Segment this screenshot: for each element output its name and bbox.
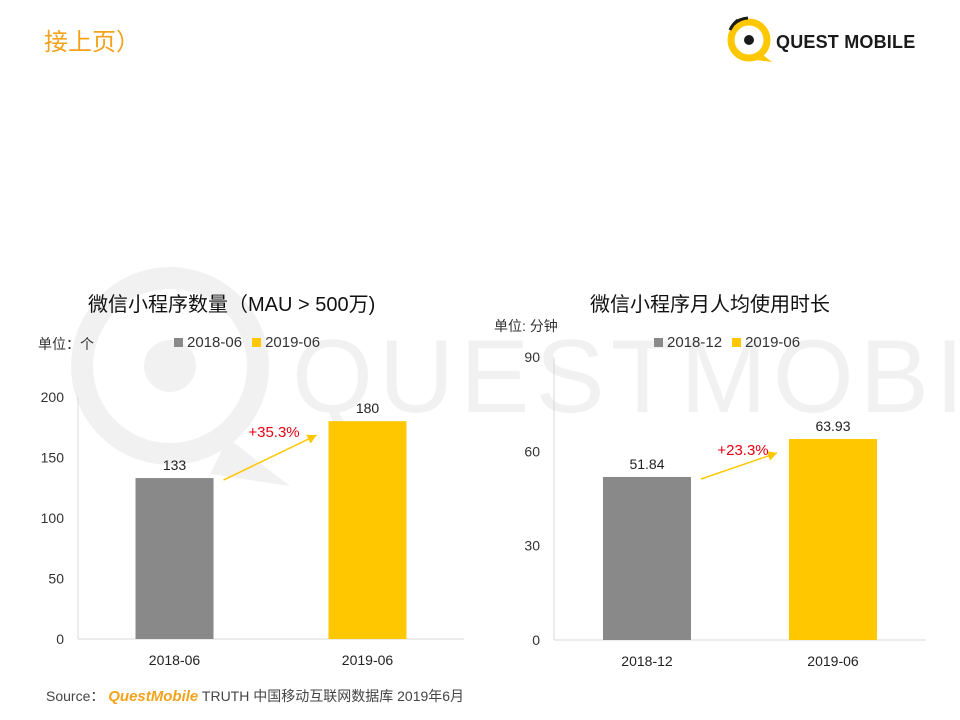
brand-logo: QUEST MOBILE — [726, 16, 926, 62]
growth-arrow-head — [306, 434, 317, 444]
legend-label: 2018-12 — [667, 334, 723, 351]
legend-label: 2019-06 — [265, 334, 321, 351]
chart-plot-area: 0 50 100 150 200 133 2018-06 180 2019-06 +35.3% — [41, 389, 464, 668]
legend-swatch-gray — [174, 338, 183, 347]
data-label: 180 — [356, 400, 380, 416]
legend-item: 2019-06 — [252, 334, 320, 351]
y-tick-label: 0 — [56, 631, 64, 647]
source-text: TRUTH 中国移动互联网数据库 2019年6月 — [201, 688, 465, 704]
legend-label: 2018-06 — [187, 334, 243, 351]
growth-label: +35.3% — [248, 424, 299, 441]
bar — [603, 476, 691, 640]
growth-arrow-head — [766, 451, 777, 461]
legend-label: 2019-06 — [745, 334, 801, 351]
source-note: Source： QuestMobile TRUTH 中国移动互联网数据库 201… — [46, 686, 464, 706]
y-tick-label: 30 — [524, 538, 540, 554]
x-tick-label: 2019-06 — [342, 652, 394, 668]
y-tick-label: 90 — [524, 349, 540, 365]
chart-title: 微信小程序月人均使用时长 — [590, 294, 830, 316]
chart-title: 微信小程序数量（MAU > 500万) — [88, 294, 376, 316]
y-tick-label: 200 — [41, 389, 65, 405]
unit-label: 单位: 分钟 — [494, 318, 558, 334]
legend-swatch-yellow — [252, 338, 262, 347]
bar — [328, 421, 407, 639]
legend-swatch-yellow — [732, 338, 742, 347]
chart-plot-area: 0 30 60 90 51.84 2018-12 63.93 2019-06 +23.3% — [524, 349, 926, 669]
x-tick-label: 2019-06 — [807, 653, 859, 669]
y-tick-label: 100 — [41, 510, 65, 526]
source-brand: QuestMobile — [108, 688, 199, 705]
legend-item: 2018-06 — [174, 334, 242, 351]
x-tick-label: 2018-12 — [621, 653, 673, 669]
questmobile-q-icon — [727, 16, 772, 62]
y-tick-label: 50 — [48, 571, 64, 587]
legend-item: 2018-12 — [654, 334, 722, 351]
y-tick-label: 60 — [524, 443, 540, 459]
data-label: 133 — [163, 457, 187, 473]
data-label: 63.93 — [815, 418, 850, 434]
growth-arrow-line — [223, 434, 317, 481]
legend-item: 2019-06 — [732, 334, 800, 351]
growth-label: +23.3% — [717, 442, 768, 459]
data-label: 51.84 — [629, 456, 664, 472]
x-tick-label: 2018-06 — [149, 652, 201, 668]
chart-legend: 2018-12 2019-06 — [654, 334, 800, 351]
source-label: Source： — [46, 688, 105, 704]
legend-swatch-gray — [654, 338, 663, 347]
chart-legend: 2018-06 2019-06 — [174, 334, 320, 351]
logo-text: QUEST MOBILE — [776, 32, 916, 52]
y-tick-label: 0 — [532, 632, 540, 648]
bar — [135, 478, 214, 639]
page-title: 接上页） — [44, 29, 140, 56]
unit-label: 单位：个 — [38, 336, 94, 352]
bar — [789, 438, 877, 640]
y-tick-label: 150 — [41, 450, 65, 466]
growth-arrow-line — [700, 452, 778, 480]
